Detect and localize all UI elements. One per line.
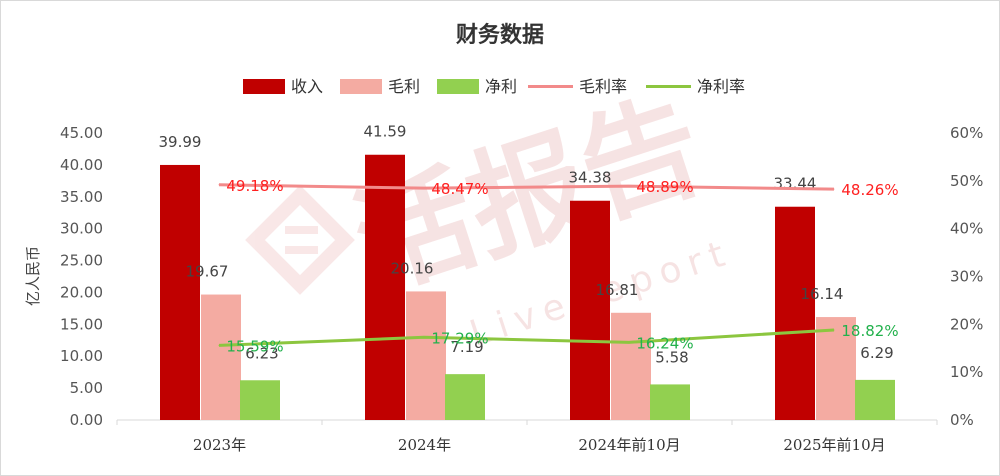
legend-label: 净利率 [697, 77, 745, 96]
y2-tick-label: 0% [950, 411, 974, 429]
bar-毛利 [611, 312, 651, 420]
x-tick-label: 2024年 [398, 436, 451, 454]
bar-data-label: 6.23 [245, 344, 278, 362]
y-tick-label: 35.00 [60, 188, 103, 206]
legend-label: 净利 [485, 77, 517, 96]
bar-收入 [775, 206, 815, 420]
bar-毛利 [406, 291, 446, 420]
line-point-毛利率 [833, 188, 835, 190]
legend-swatch [340, 79, 382, 94]
line-data-label: 16.24% [636, 334, 693, 352]
legend-swatch [437, 79, 479, 94]
y-tick-label: 5.00 [70, 379, 103, 397]
line-point-净利率 [423, 336, 425, 338]
bar-毛利 [816, 317, 856, 420]
line-data-label: 49.18% [226, 177, 283, 195]
line-data-label: 15.59% [226, 337, 283, 355]
bar-data-label: 6.29 [860, 344, 893, 362]
legend-item: 收入 [243, 77, 323, 96]
legend-item: 净利率 [646, 77, 745, 96]
legend-item: 毛利 [340, 77, 420, 96]
y-tick-label: 40.00 [60, 156, 103, 174]
y2-tick-label: 20% [950, 315, 983, 333]
chart-title: 财务数据 [456, 22, 544, 48]
line-point-净利率 [628, 341, 630, 343]
line-毛利率 [218, 183, 835, 191]
line-point-净利率 [833, 329, 835, 331]
y2-tick-label: 40% [950, 220, 983, 238]
legend-item: 净利 [437, 77, 517, 96]
bar-data-label: 20.16 [391, 259, 434, 277]
watermark: 活报告LiveReport [245, 75, 737, 355]
bar-收入 [160, 164, 200, 420]
y-tick-label: 25.00 [60, 252, 103, 270]
bar-净利 [855, 379, 895, 420]
bar-毛利 [201, 294, 241, 420]
y-tick-label: 15.00 [60, 315, 103, 333]
x-tick-label: 2025年前10月 [783, 436, 885, 454]
bar-data-label: 7.19 [450, 338, 483, 356]
line-净利率 [218, 328, 835, 347]
bar-data-label: 16.81 [596, 281, 639, 299]
line-data-label: 18.82% [841, 322, 898, 340]
line-data-label: 48.26% [841, 181, 898, 199]
y-axis-label: 亿人民币 [24, 246, 42, 306]
bar-收入 [365, 154, 405, 420]
y-tick-label: 20.00 [60, 283, 103, 301]
y2-tick-label: 60% [950, 124, 983, 142]
x-tick-label: 2024年前10月 [578, 436, 680, 454]
bar-收入 [570, 200, 610, 420]
x-tick-label: 2023年 [193, 436, 246, 454]
watermark-logo-icon [245, 185, 355, 295]
y2-tick-label: 30% [950, 268, 983, 286]
bar-data-label: 16.14 [801, 285, 844, 303]
y-tick-label: 0.00 [70, 411, 103, 429]
legend-label: 收入 [291, 77, 323, 96]
legend-label: 毛利率 [579, 77, 627, 96]
bar-data-label: 41.59 [364, 123, 407, 141]
legend-item: 毛利率 [528, 77, 627, 96]
bar-data-label: 5.58 [655, 348, 688, 366]
line-data-label: 48.89% [636, 178, 693, 196]
line-point-毛利率 [218, 184, 220, 186]
legend-label: 毛利 [388, 77, 420, 96]
line-data-label: 17.29% [431, 329, 488, 347]
line-point-净利率 [218, 344, 220, 346]
y-tick-label: 45.00 [60, 124, 103, 142]
bar-data-label: 19.67 [186, 263, 229, 281]
line-data-label: 48.47% [431, 180, 488, 198]
y2-tick-label: 10% [950, 363, 983, 381]
y-tick-label: 30.00 [60, 220, 103, 238]
bar-净利 [445, 374, 485, 420]
line-point-毛利率 [423, 187, 425, 189]
y2-tick-label: 50% [950, 172, 983, 190]
legend-swatch [243, 79, 285, 94]
bar-data-label: 39.99 [159, 133, 202, 151]
bar-净利 [240, 380, 280, 420]
bar-净利 [650, 384, 690, 420]
line-point-毛利率 [628, 185, 630, 187]
bar-data-label: 34.38 [569, 169, 612, 187]
y-tick-label: 10.00 [60, 347, 103, 365]
